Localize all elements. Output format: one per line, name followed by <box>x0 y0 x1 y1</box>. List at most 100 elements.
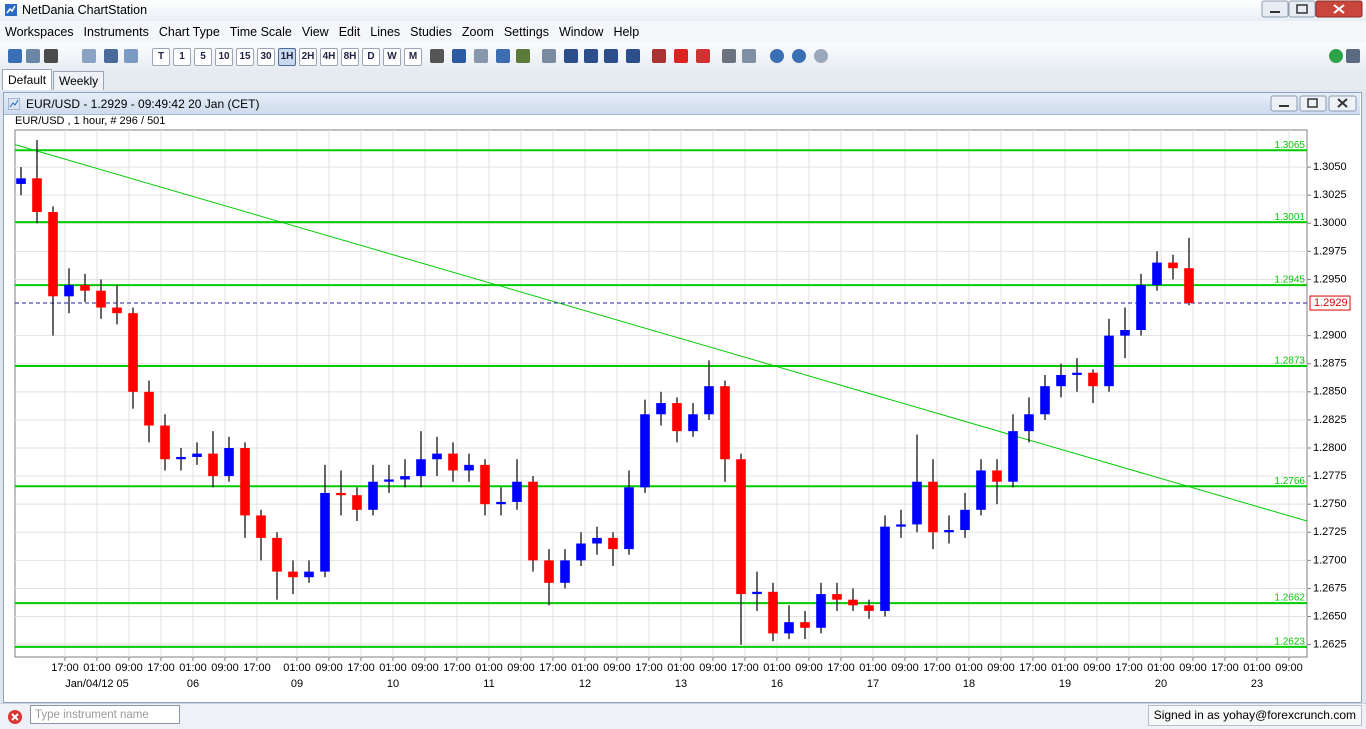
candle-body <box>1088 372 1098 387</box>
print-icon[interactable] <box>722 49 736 63</box>
interval-button[interactable]: D <box>362 48 380 66</box>
y-tick-label: 1.2850 <box>1313 386 1347 398</box>
x-tick-label: 09:00 <box>411 662 439 674</box>
delete-icon[interactable] <box>674 49 688 63</box>
x-tick-label: 09:00 <box>507 662 535 674</box>
menu-item[interactable]: Workspaces <box>5 25 74 39</box>
interval-button[interactable]: 5 <box>194 48 212 66</box>
delete-all-icon[interactable] <box>696 49 710 63</box>
interval-button[interactable]: 15 <box>236 48 254 66</box>
trend-line <box>14 144 1308 522</box>
grid-icon[interactable] <box>452 49 466 63</box>
interval-button[interactable]: 30 <box>257 48 275 66</box>
menu-item[interactable]: Lines <box>370 25 401 39</box>
interval-button[interactable]: 8H <box>341 48 359 66</box>
x-tick-label: 17:00 <box>923 662 951 674</box>
menu-item[interactable]: Edit <box>338 25 361 39</box>
candle-body <box>400 476 410 480</box>
candle-body <box>256 515 266 538</box>
menu-item[interactable]: View <box>301 25 329 39</box>
menu-item[interactable]: Studies <box>410 25 452 39</box>
preview-icon[interactable] <box>742 49 756 63</box>
candle-body <box>800 622 810 628</box>
candle-body <box>624 487 634 550</box>
candle-body <box>896 524 906 527</box>
instrument-search[interactable]: Type instrument name <box>30 705 180 724</box>
volume-icon[interactable] <box>516 49 530 63</box>
candle-body <box>64 285 74 297</box>
interval-button[interactable]: 1 <box>173 48 191 66</box>
pin-icon[interactable] <box>1346 49 1360 63</box>
open-icon[interactable] <box>26 49 40 63</box>
save-icon[interactable] <box>44 49 58 63</box>
menu-item[interactable]: Time Scale <box>229 25 292 39</box>
zoom-out-icon[interactable] <box>792 49 806 63</box>
delete-icon[interactable] <box>652 49 666 63</box>
x-tick-label: 17:00 <box>243 662 271 674</box>
new-icon[interactable] <box>8 49 22 63</box>
interval-button[interactable]: 2H <box>299 48 317 66</box>
x-tick-label: 17:00 <box>731 662 759 674</box>
y-tick-label: 1.2725 <box>1313 526 1347 538</box>
toolbar: T 1 5 10 15 30 1H 2H 4H 8H D W M <box>0 43 1366 70</box>
cursor-icon[interactable] <box>82 49 96 63</box>
x-tick-label: 09:00 <box>699 662 727 674</box>
interval-button[interactable]: 10 <box>215 48 233 66</box>
draw-icon[interactable] <box>626 49 640 63</box>
alert-icon[interactable] <box>542 49 556 63</box>
window-controls[interactable] <box>1260 0 1366 19</box>
draw-icon[interactable] <box>564 49 578 63</box>
line-icon[interactable] <box>124 49 138 63</box>
menu-item[interactable]: Chart Type <box>158 25 220 39</box>
menu-item[interactable]: Zoom <box>461 25 494 39</box>
zoom-in-icon[interactable] <box>770 49 784 63</box>
chart-window-controls[interactable] <box>1270 95 1358 112</box>
crosshair-icon[interactable] <box>430 49 444 63</box>
title-bar: NetDania ChartStation <box>0 0 1366 21</box>
tab-bar: Default Weekly <box>0 69 1366 90</box>
y-tick-label: 1.3025 <box>1313 189 1347 201</box>
candle-body <box>1040 386 1050 415</box>
study-icon[interactable] <box>474 49 488 63</box>
menu-item[interactable]: Instruments <box>83 25 149 39</box>
menu-item[interactable]: Window <box>558 25 604 39</box>
x-tick-label: 09:00 <box>211 662 239 674</box>
menu-item[interactable]: Help <box>613 25 640 39</box>
interval-button[interactable]: T <box>152 48 170 66</box>
workspace-tab[interactable]: Default <box>2 69 53 90</box>
candle-body <box>496 501 506 505</box>
status-bar <box>0 703 1366 729</box>
candle-body <box>48 212 58 297</box>
interval-button[interactable]: 4H <box>320 48 338 66</box>
candle-body <box>240 447 250 516</box>
x-tick-label: 01:00 <box>83 662 111 674</box>
draw-icon[interactable] <box>584 49 598 63</box>
bars-icon[interactable] <box>104 49 118 63</box>
study-icon[interactable] <box>496 49 510 63</box>
candle-body <box>1120 330 1130 336</box>
chart-info: EUR/USD , 1 hour, # 296 / 501 <box>15 115 166 127</box>
interval-button[interactable]: M <box>404 48 422 66</box>
menu-item[interactable]: Settings <box>503 25 549 39</box>
chart-icon <box>8 98 20 110</box>
y-tick-label: 1.2875 <box>1313 358 1347 370</box>
draw-icon[interactable] <box>604 49 618 63</box>
candle-body <box>976 470 986 510</box>
candle-body <box>96 290 106 308</box>
date-tick-label: 09 <box>291 678 303 690</box>
candle-body <box>224 447 234 477</box>
zoom-reset-icon[interactable] <box>814 49 828 63</box>
x-tick-label: 09:00 <box>1083 662 1111 674</box>
candle-body <box>640 414 650 488</box>
x-tick-label: 01:00 <box>1051 662 1079 674</box>
candle-body <box>832 594 842 600</box>
workspace-tab[interactable]: Weekly <box>53 71 105 90</box>
candle-body <box>1152 262 1162 286</box>
candle-body <box>1184 268 1194 304</box>
interval-button[interactable]: W <box>383 48 401 66</box>
candle-body <box>944 530 954 533</box>
date-tick-label: 12 <box>579 678 591 690</box>
interval-button[interactable]: 1H <box>278 48 296 66</box>
level-label: 1.2662 <box>1274 593 1305 604</box>
candle-body <box>528 481 538 561</box>
